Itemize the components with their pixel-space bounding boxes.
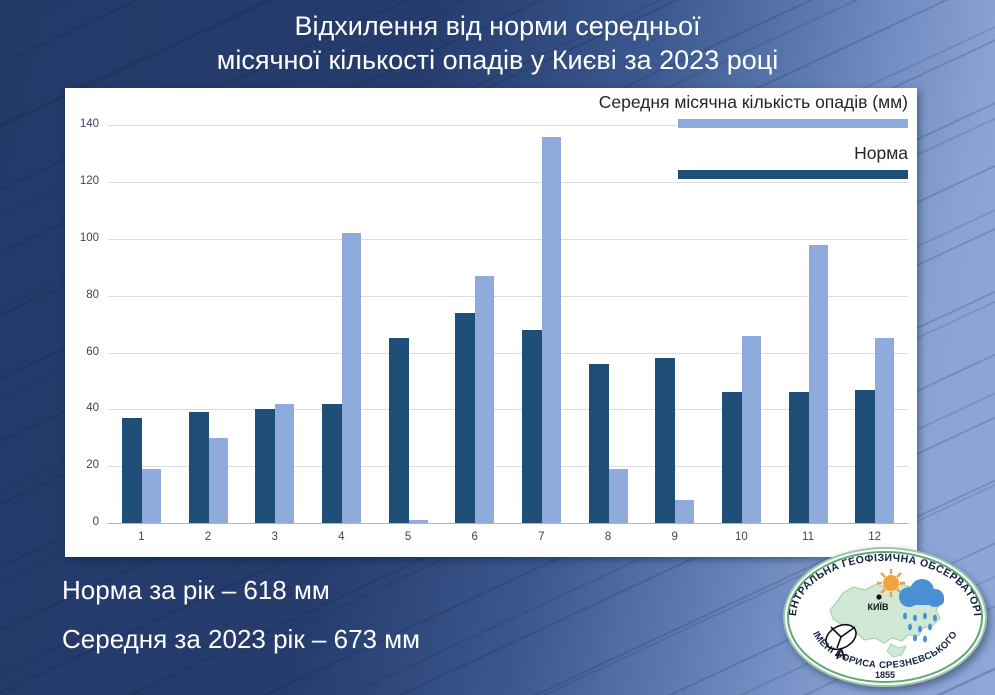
- bar-norm-month-5: [388, 338, 409, 523]
- gridline-40: [108, 409, 908, 411]
- y-tick-label-100: 100: [79, 231, 99, 244]
- chart-panel: 0 20 40 60 80 100 120 140 1 2 3 4 5 6 7 8 9 10 11 12 Серед…: [65, 88, 917, 557]
- summary-avg-total: Середня за 2023 рік – 673 мм: [62, 624, 420, 654]
- gridline-140: [108, 125, 908, 127]
- gridline-100: [108, 238, 908, 240]
- bar-norm-month-12: [855, 389, 876, 523]
- summary-norm-total: Норма за рік – 618 мм: [62, 575, 330, 605]
- bar-norm-month-4: [322, 403, 342, 523]
- bar-actual-month-4: [342, 233, 361, 523]
- gridline-120: [108, 182, 908, 184]
- kyiv-dot: [876, 594, 882, 600]
- logo-year: 1855: [875, 670, 895, 680]
- legend-label-norm: Норма: [854, 143, 908, 163]
- y-tick-label-80: 80: [86, 288, 99, 301]
- bar-actual-month-11: [808, 244, 828, 523]
- y-tick-label-120: 120: [79, 175, 99, 188]
- bar-norm-month-3: [255, 409, 276, 523]
- bar-norm-month-10: [722, 392, 742, 523]
- satellite-dish-icon: [825, 623, 857, 660]
- x-tick-label-10: 10: [734, 531, 748, 543]
- summary-block: Норма за рік – 618 мм Середня за 2023 рі…: [62, 574, 420, 672]
- plot-area: 1 2 3 4 5 6 7 8 9 10 11 12: [108, 88, 908, 557]
- bar-actual-month-6: [475, 275, 495, 523]
- chart-title-line2: місячної кількості опадів у Києві за 202…: [216, 45, 779, 75]
- gridline-80: [108, 295, 908, 297]
- bar-actual-month-3: [275, 403, 295, 523]
- gridline-60: [108, 352, 908, 354]
- bar-norm-month-6: [455, 312, 476, 523]
- x-tick-label-9: 9: [671, 531, 678, 543]
- observatory-logo-svg: КИЇВ ЦЕНТРАЛЬНА ГЕОФІЗИЧНА ОБСЕРВАТОРІЯ …: [775, 538, 987, 687]
- gridline-20: [108, 466, 908, 468]
- x-tick-label-7: 7: [538, 531, 545, 543]
- legend-label-actual: Середня місячна кількість опадів (мм): [598, 92, 908, 112]
- chart-title-line1: Відхилення від норми середньої: [294, 11, 701, 41]
- x-tick-label-1: 1: [138, 531, 145, 543]
- bar-actual-month-9: [675, 500, 695, 523]
- y-tick-label-140: 140: [79, 118, 99, 131]
- x-tick-label-12: 12: [868, 531, 882, 543]
- x-tick-label-6: 6: [471, 531, 478, 543]
- bar-actual-month-8: [608, 469, 628, 523]
- y-tick-label-40: 40: [86, 402, 99, 415]
- bar-actual-month-7: [542, 136, 561, 523]
- legend-swatch-norm: [678, 170, 908, 179]
- bar-norm-month-11: [788, 392, 809, 523]
- bar-norm-month-1: [122, 417, 142, 523]
- chart-legend: Середня місячна кількість опадів (мм) Но…: [599, 91, 908, 179]
- x-tick-label-8: 8: [604, 531, 612, 543]
- bar-norm-month-8: [588, 363, 609, 523]
- bar-actual-month-5: [408, 520, 428, 523]
- observatory-logo: КИЇВ ЦЕНТРАЛЬНА ГЕОФІЗИЧНА ОБСЕРВАТОРІЯ …: [775, 538, 991, 689]
- x-tick-label-11: 11: [802, 531, 814, 543]
- bar-actual-month-2: [208, 437, 228, 523]
- y-axis: 0 20 40 60 80 100 120 140: [65, 88, 101, 557]
- rain-cloud-icon: [899, 579, 944, 643]
- bar-norm-month-7: [522, 329, 542, 523]
- bar-actual-month-12: [875, 338, 895, 523]
- bar-actual-month-1: [142, 469, 161, 523]
- x-tick-label-3: 3: [271, 531, 278, 543]
- gridline-0: [108, 523, 908, 524]
- x-tick-label-5: 5: [404, 531, 412, 543]
- kyiv-label: КИЇВ: [868, 602, 889, 612]
- crimea-shape: [886, 643, 907, 658]
- legend-swatch-actual: [678, 119, 908, 128]
- y-tick-label-20: 20: [86, 459, 99, 472]
- bar-norm-month-2: [188, 412, 209, 523]
- y-tick-label-0: 0: [92, 516, 99, 528]
- chart-title: Відхилення від норми середньої місячної …: [0, 9, 995, 77]
- bar-actual-month-10: [742, 335, 761, 523]
- sun-icon: [877, 569, 905, 597]
- x-tick-label-2: 2: [204, 531, 212, 543]
- bar-norm-month-9: [655, 358, 676, 523]
- y-tick-label-60: 60: [86, 345, 99, 358]
- x-tick-label-4: 4: [338, 531, 345, 543]
